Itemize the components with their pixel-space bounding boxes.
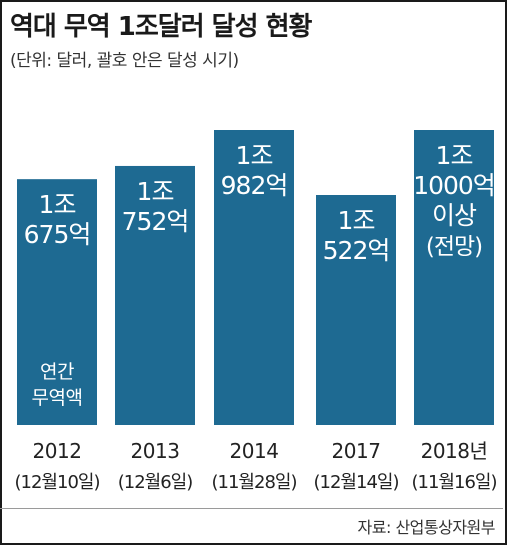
x-tick-label: 2012 (33, 439, 82, 463)
bar-value-label: 1조 (436, 141, 473, 170)
x-date-label: (12월14일) (314, 472, 399, 493)
bar-value-label: 522억 (323, 236, 390, 265)
bar-note: 연간 (40, 361, 74, 383)
x-tick-label: 2017 (332, 439, 381, 463)
bar-value-label: 1조 (338, 206, 375, 235)
x-date-label: (11월16일) (412, 472, 497, 493)
chart-title: 역대 무역 1조달러 달성 현황 (10, 12, 312, 42)
x-tick-label: 2014 (230, 439, 279, 463)
bar-value-label: 이상 (432, 201, 477, 230)
source-divider (0, 508, 503, 509)
bar-2014 (214, 130, 294, 425)
bar-2018년 (414, 130, 494, 425)
x-date-label: (12월10일) (15, 472, 100, 493)
bar-value-label: 1조 (236, 141, 273, 170)
x-tick-label: 2018년 (421, 439, 488, 463)
bar-2012 (17, 179, 97, 425)
bar-value-label: (전망) (426, 234, 482, 260)
bar-value-label: 675억 (24, 220, 91, 249)
source-note: 자료: 산업통상자원부 (357, 518, 496, 537)
x-tick-label: 2013 (131, 439, 180, 463)
bar-value-label: 752억 (122, 207, 189, 236)
bar-chart: 1조675억연간무역액2012(12월10일)1조752억2013(12월6일)… (15, 130, 497, 493)
bar-value-label: 1조 (137, 177, 174, 206)
bar-value-label: 1조 (39, 190, 76, 219)
bar-value-label: 1000억 (413, 171, 495, 200)
bar-2017 (316, 195, 396, 425)
bar-value-label: 982억 (221, 171, 288, 200)
bar-note: 무역액 (32, 387, 83, 409)
x-date-label: (11월28일) (212, 472, 297, 493)
x-date-label: (12월6일) (118, 472, 193, 493)
bar-2013 (115, 165, 195, 426)
chart-subtitle: (단위: 달러, 괄호 안은 달성 시기) (10, 51, 239, 71)
